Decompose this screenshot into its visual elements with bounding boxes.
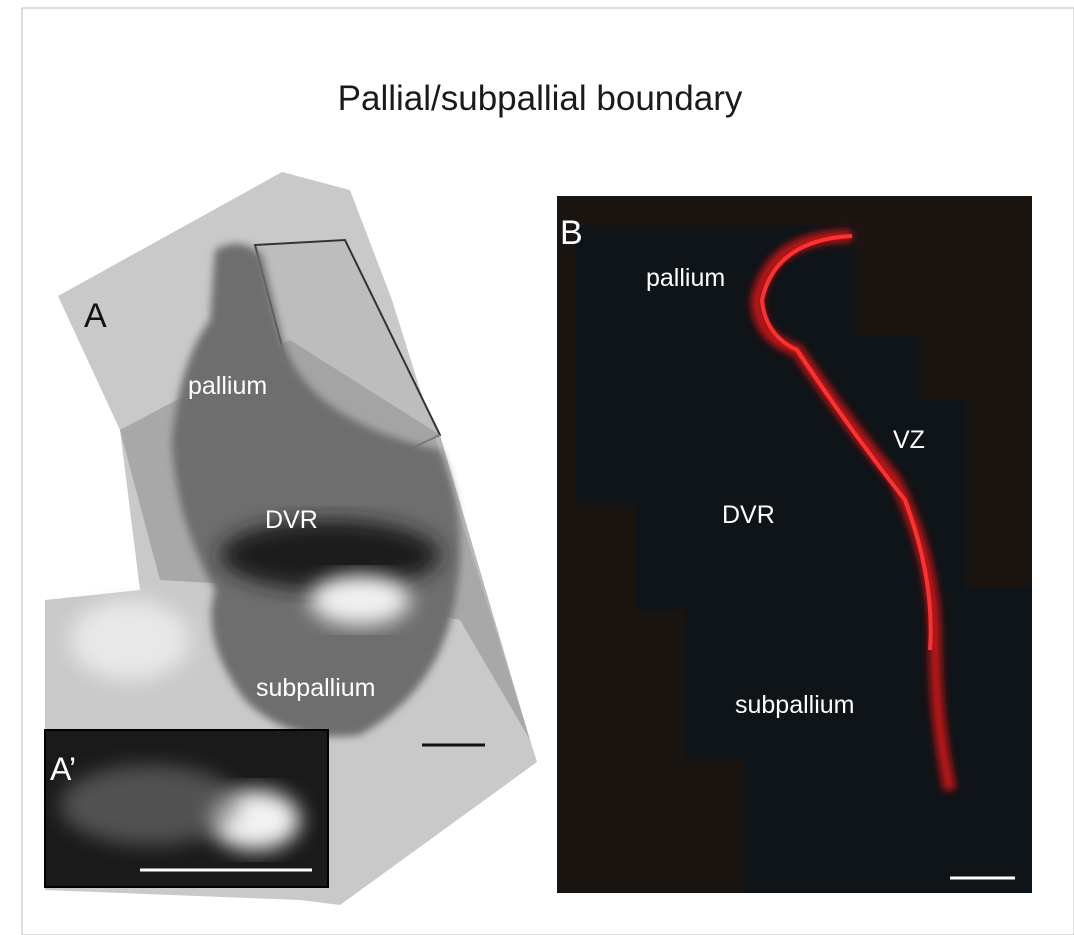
labeled-cells xyxy=(310,575,410,625)
region-label: subpallium xyxy=(256,674,376,702)
figure-title: Pallial/subpallial boundary xyxy=(338,79,743,118)
tissue-dark-band xyxy=(220,520,440,590)
region-label: pallium xyxy=(646,264,725,292)
region-label: pallium xyxy=(188,372,267,400)
inset-cells xyxy=(60,765,240,845)
panel-label: A’ xyxy=(50,751,76,787)
panel-label: A xyxy=(84,297,107,335)
region-label: VZ xyxy=(893,426,925,454)
region-label: DVR xyxy=(265,506,318,534)
panel-b-image xyxy=(557,196,1032,893)
figure: Pallial/subpallial boundary A pallium DV… xyxy=(0,0,1074,935)
region-label: subpallium xyxy=(735,691,855,719)
panel-a-prime-image xyxy=(45,730,328,887)
tile-glare xyxy=(70,600,190,680)
panel-label: B xyxy=(560,214,583,252)
region-label: DVR xyxy=(722,501,775,529)
